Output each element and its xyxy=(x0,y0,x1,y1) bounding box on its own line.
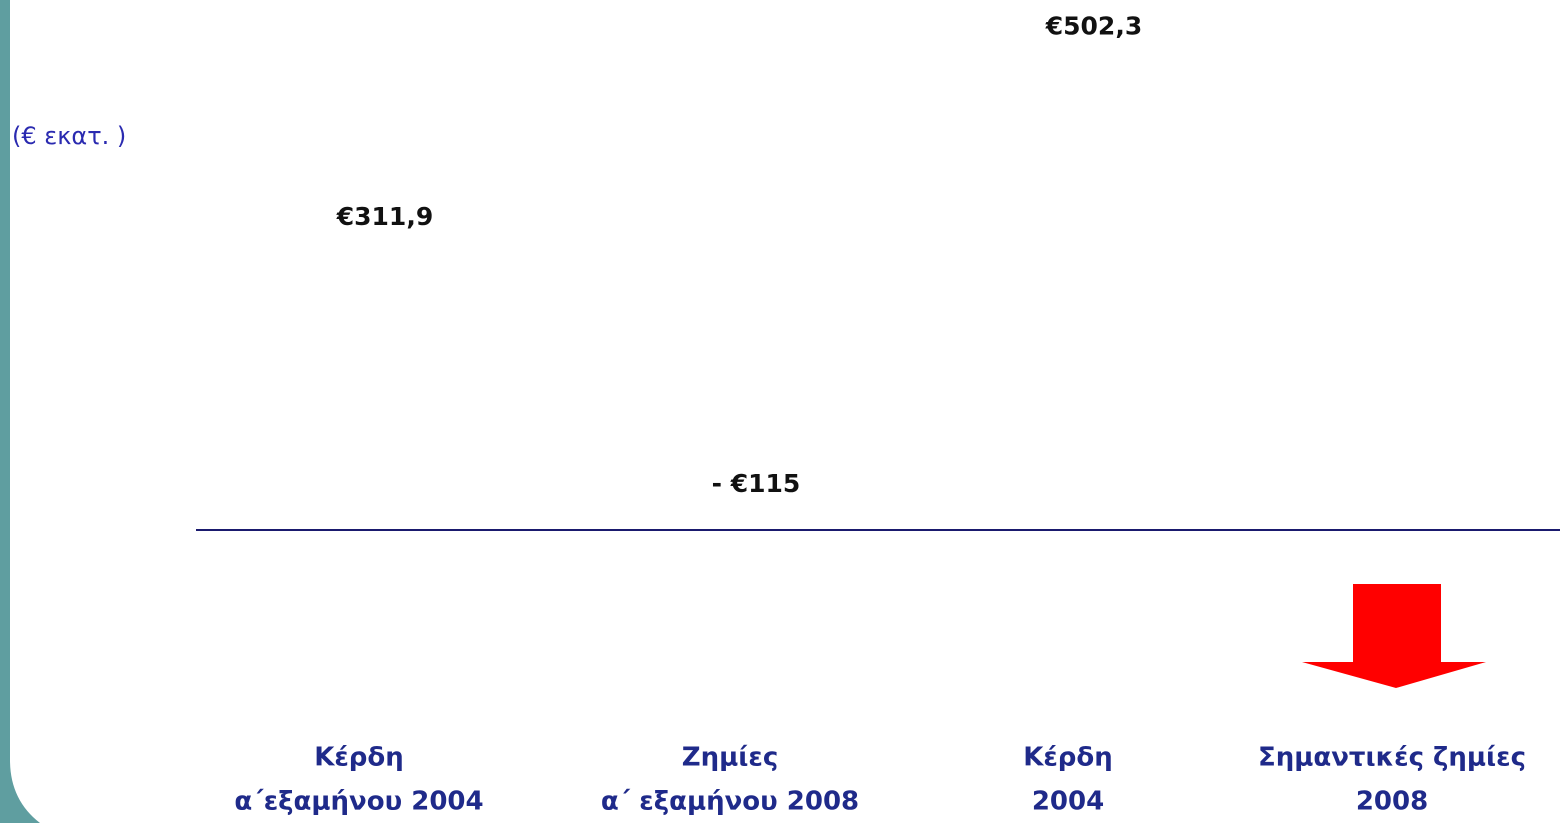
x-tick-label: 2004 xyxy=(1032,787,1104,817)
x-tick-label: α΄εξαμήνου 2004 xyxy=(234,787,483,817)
x-tick-label: α΄ εξαμήνου 2008 xyxy=(601,787,859,817)
slide-border xyxy=(0,0,40,823)
bar xyxy=(1008,28,1128,530)
x-tick-label: Σημαντικές ζημίες xyxy=(1258,743,1526,773)
data-label: €311,9 xyxy=(336,202,433,231)
bar xyxy=(299,218,419,530)
x-tick-label: Κέρδη xyxy=(314,743,404,773)
x-tick-label: Κέρδη xyxy=(1023,743,1113,773)
x-tick-label: 2008 xyxy=(1356,787,1428,817)
bar xyxy=(670,530,790,645)
x-tick-label: Ζημίες xyxy=(682,743,779,773)
data-label: €502,3 xyxy=(1045,12,1142,41)
down-arrow xyxy=(1302,584,1486,688)
data-label: - €115 xyxy=(712,469,801,498)
y-axis-label: (€ εκατ. ) xyxy=(12,122,126,150)
